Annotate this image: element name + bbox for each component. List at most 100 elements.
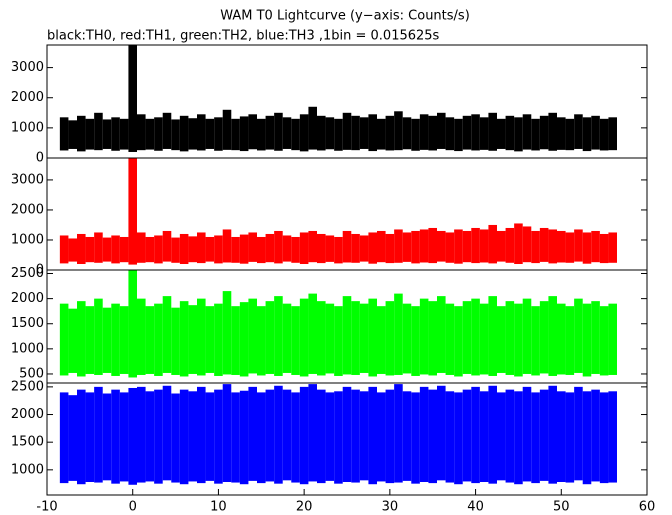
x-tick-label: 60: [639, 500, 656, 515]
range-bar: [154, 389, 163, 484]
range-bar: [162, 112, 172, 149]
range-bar: [342, 296, 352, 375]
range-bar: [85, 236, 95, 263]
range-bar: [154, 303, 163, 376]
range-bar: [231, 236, 240, 263]
range-bar: [299, 114, 309, 152]
range-bar: [488, 112, 497, 151]
range-bar: [137, 114, 146, 151]
range-bar: [68, 120, 77, 149]
range-bar: [377, 392, 386, 482]
range-bar: [351, 115, 360, 151]
range-bar: [94, 386, 103, 483]
range-bar: [282, 235, 292, 262]
range-bar: [274, 296, 283, 376]
range-bar: [342, 230, 352, 263]
range-bar: [419, 229, 429, 263]
range-bar: [359, 391, 369, 481]
range-bar: [342, 386, 352, 483]
range-bar: [437, 296, 446, 373]
range-bar: [325, 303, 335, 374]
range-bar: [402, 391, 412, 481]
y-tick-label: 0: [36, 263, 44, 278]
range-bar: [522, 114, 532, 150]
range-bar: [531, 306, 540, 376]
range-bar: [505, 115, 515, 151]
range-bar: [368, 232, 377, 264]
range-bar: [479, 117, 489, 150]
range-bar: [111, 389, 120, 484]
range-bar: [188, 391, 197, 482]
range-bar: [548, 229, 557, 264]
range-bar: [248, 114, 257, 150]
range-bar: [445, 303, 455, 375]
range-bar: [462, 115, 472, 150]
range-bar: [539, 301, 549, 374]
range-bar: [299, 386, 309, 485]
range-bar: [94, 112, 103, 151]
range-bar: [205, 392, 215, 481]
range-bar: [137, 386, 146, 483]
range-bar: [454, 392, 463, 485]
range-bar: [257, 236, 266, 264]
range-bar: [205, 118, 215, 149]
range-bar: [394, 111, 403, 151]
range-bar: [248, 232, 257, 262]
range-bar: [565, 392, 575, 483]
range-bar: [548, 296, 557, 376]
range-bar: [59, 117, 69, 151]
range-bar: [308, 106, 317, 150]
range-bar: [85, 306, 95, 374]
range-bar: [385, 389, 395, 484]
range-bar: [231, 306, 240, 375]
y-tick-label: 2500: [11, 379, 44, 394]
range-bar: [128, 158, 137, 265]
range-bar: [59, 392, 69, 484]
range-bar: [479, 229, 489, 263]
range-bar: [119, 306, 129, 374]
range-bar: [471, 227, 480, 264]
range-bar: [77, 233, 86, 264]
range-bar: [574, 386, 583, 481]
range-bar: [231, 118, 240, 151]
range-bar: [394, 384, 403, 483]
range-bar: [599, 233, 609, 264]
range-bar: [265, 301, 275, 374]
range-bar: [608, 117, 617, 151]
range-bar: [325, 235, 335, 262]
range-bar: [85, 118, 95, 150]
range-bar: [154, 117, 163, 151]
range-bar: [599, 118, 609, 151]
range-bar: [428, 389, 437, 484]
range-bar: [428, 115, 437, 151]
range-bar: [102, 393, 112, 481]
range-bar: [599, 306, 609, 376]
range-bar: [454, 229, 463, 264]
y-tick-label: 2000: [11, 202, 44, 217]
range-bar: [68, 238, 77, 262]
range-bar: [351, 389, 360, 483]
range-bar: [368, 114, 377, 152]
range-bar: [214, 389, 223, 484]
range-bar: [179, 389, 189, 485]
range-bar: [385, 233, 395, 264]
y-tick-label: 0: [36, 151, 44, 166]
range-bar: [291, 118, 300, 151]
range-bar: [565, 118, 575, 151]
range-bar: [205, 236, 215, 262]
chart-subtitle: black:TH0, red:TH1, green:TH2, blue:TH3 …: [47, 29, 440, 44]
range-bar: [522, 386, 532, 482]
range-bar: [188, 236, 197, 263]
range-bar: [119, 118, 129, 150]
y-tick-label: 500: [19, 366, 44, 381]
range-bar: [179, 115, 189, 152]
range-bar: [128, 45, 137, 152]
range-bar: [128, 270, 137, 378]
range-bar: [394, 293, 403, 375]
range-bar: [565, 232, 575, 263]
range-bar: [419, 298, 429, 375]
range-bar: [222, 109, 232, 150]
range-bar: [599, 392, 609, 484]
range-bar: [582, 391, 592, 485]
range-bar: [239, 116, 249, 152]
